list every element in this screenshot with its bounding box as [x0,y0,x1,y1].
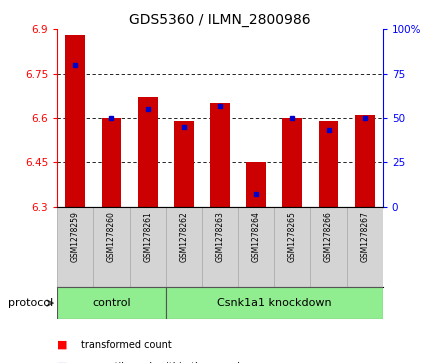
Text: ■: ■ [57,362,68,363]
Text: GSM1278261: GSM1278261 [143,211,152,262]
Bar [202,207,238,287]
Bar [166,287,383,319]
Bar [57,207,93,287]
Bar [57,287,166,319]
Bar [282,118,302,207]
Bar [311,207,347,287]
Bar [138,97,158,207]
Text: GSM1278265: GSM1278265 [288,211,297,262]
Text: percentile rank within the sample: percentile rank within the sample [81,362,246,363]
Text: GSM1278266: GSM1278266 [324,211,333,262]
Bar [166,207,202,287]
Bar [246,162,266,207]
Text: control: control [92,298,131,308]
Bar [174,121,194,207]
Text: GSM1278260: GSM1278260 [107,211,116,262]
Text: transformed count: transformed count [81,340,172,350]
Text: ■: ■ [57,340,68,350]
Bar [210,103,230,207]
Text: GSM1278263: GSM1278263 [216,211,224,262]
Bar [238,207,274,287]
Bar [66,35,85,207]
Bar [319,121,338,207]
Text: protocol: protocol [7,298,53,308]
Text: GSM1278267: GSM1278267 [360,211,369,262]
Bar [355,115,375,207]
Bar [347,207,383,287]
Text: GSM1278259: GSM1278259 [71,211,80,262]
Bar [129,207,166,287]
Title: GDS5360 / ILMN_2800986: GDS5360 / ILMN_2800986 [129,13,311,26]
Bar [274,207,311,287]
Text: GSM1278262: GSM1278262 [180,211,188,262]
Text: Csnk1a1 knockdown: Csnk1a1 knockdown [217,298,332,308]
Text: GSM1278264: GSM1278264 [252,211,260,262]
Bar [102,118,121,207]
Bar [93,207,129,287]
